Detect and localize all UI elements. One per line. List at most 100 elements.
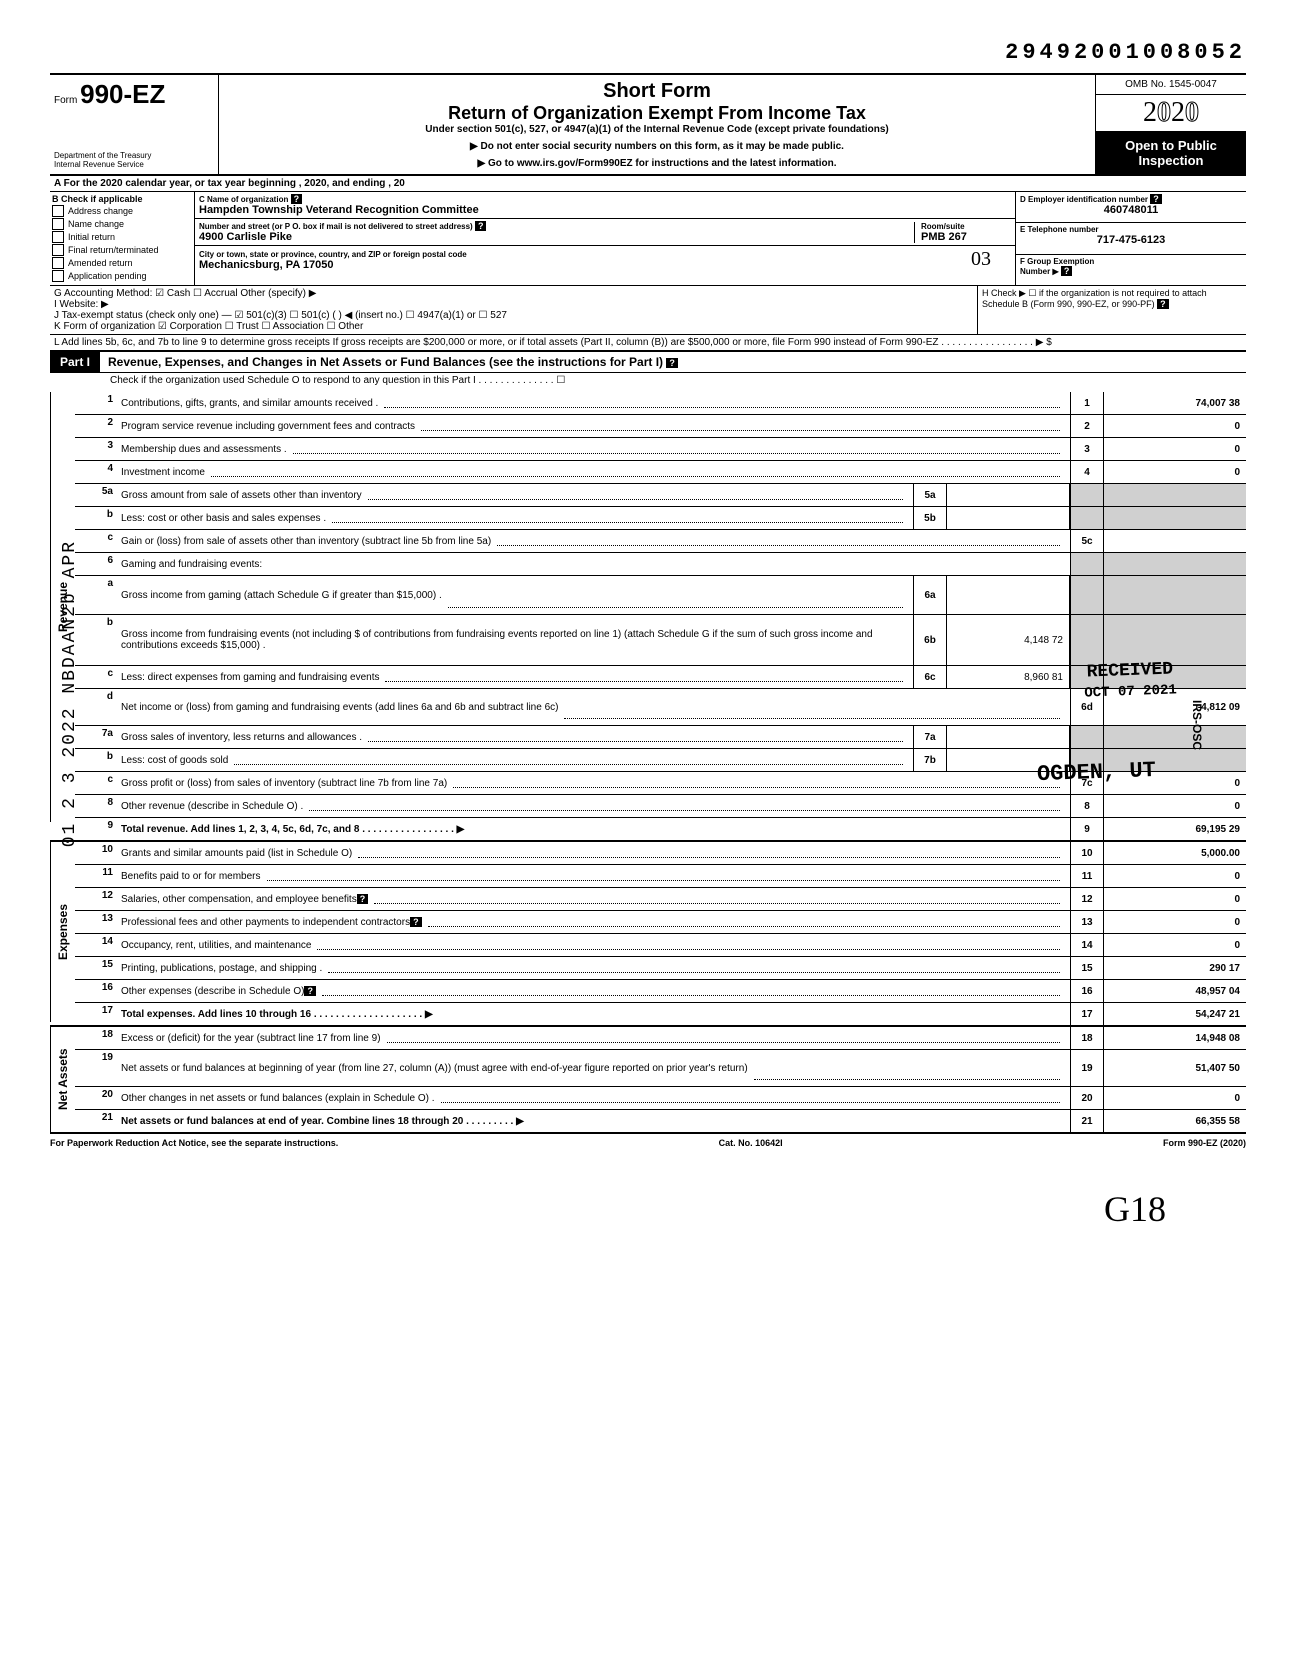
help-icon[interactable]: ? xyxy=(304,986,316,996)
line-sub-box: 6a xyxy=(913,576,947,614)
line-num: c xyxy=(75,772,117,794)
b-item-3: Final return/terminated xyxy=(68,245,159,255)
line-sub-box: 7b xyxy=(913,749,947,771)
part1-title: Revenue, Expenses, and Changes in Net As… xyxy=(108,355,663,369)
line-box: 11 xyxy=(1070,865,1103,887)
help-icon[interactable]: ? xyxy=(475,221,487,231)
line-desc: Less: cost of goods sold xyxy=(117,749,913,771)
help-icon[interactable]: ? xyxy=(357,894,369,904)
line-num: 20 xyxy=(75,1087,117,1109)
line-num: b xyxy=(75,615,117,665)
line-sub-val: 4,148 72 xyxy=(947,615,1070,665)
row-a-calendar-year: A For the 2020 calendar year, or tax yea… xyxy=(50,176,1246,192)
received-stamp: RECEIVED OCT 07 2021 xyxy=(1083,658,1177,703)
j-tax-exempt: J Tax-exempt status (check only one) — ☑… xyxy=(54,310,973,321)
tax-year: 2020 xyxy=(1096,95,1246,132)
checkbox-name-change[interactable] xyxy=(52,218,64,230)
form-header: Form 990-EZ Department of the Treasury I… xyxy=(50,73,1246,176)
ein: 460748011 xyxy=(1020,204,1242,216)
line-box: 19 xyxy=(1070,1050,1103,1086)
line-num: 14 xyxy=(75,934,117,956)
irs-osc-stamp: IRS-OSC xyxy=(1190,700,1204,750)
line-val: 5,000.00 xyxy=(1103,842,1246,864)
line-box: 1 xyxy=(1070,392,1103,414)
city-state-zip: Mechanicsburg, PA 17050 xyxy=(199,259,971,271)
help-icon[interactable]: ? xyxy=(291,194,303,204)
checkbox-final-return[interactable] xyxy=(52,244,64,256)
line-sub-box: 6b xyxy=(913,615,947,665)
ogden-stamp: OGDEN, UT xyxy=(1037,758,1157,787)
line-desc: Salaries, other compensation, and employ… xyxy=(117,888,1070,910)
l-gross-receipts: L Add lines 5b, 6c, and 7b to line 9 to … xyxy=(50,335,1246,352)
line-val: 0 xyxy=(1103,795,1246,817)
form-prefix: Form xyxy=(54,95,77,106)
line-val: 69,195 29 xyxy=(1103,818,1246,840)
line-desc: Total expenses. Add lines 10 through 16 … xyxy=(117,1003,1070,1025)
line-val: 51,407 50 xyxy=(1103,1050,1246,1086)
line-num: 11 xyxy=(75,865,117,887)
line-box: 17 xyxy=(1070,1003,1103,1025)
line-val: 48,957 04 xyxy=(1103,980,1246,1002)
line-val: 0 xyxy=(1103,934,1246,956)
line-val-shaded xyxy=(1103,553,1246,575)
part1-check-line: Check if the organization used Schedule … xyxy=(50,373,1246,392)
line-num: 3 xyxy=(75,438,117,460)
b-item-0: Address change xyxy=(68,206,133,216)
line-val: 0 xyxy=(1103,438,1246,460)
checkbox-application-pending[interactable] xyxy=(52,270,64,282)
line-num: 18 xyxy=(75,1027,117,1049)
line-num: 16 xyxy=(75,980,117,1002)
help-icon[interactable]: ? xyxy=(666,358,678,368)
b-item-2: Initial return xyxy=(68,232,115,242)
help-icon[interactable]: ? xyxy=(1157,299,1169,309)
line-desc: Gross income from gaming (attach Schedul… xyxy=(117,576,913,614)
instruction-1: ▶ Do not enter social security numbers o… xyxy=(227,141,1087,152)
org-name: Hampden Township Veterand Recognition Co… xyxy=(199,204,479,216)
line-desc: Net assets or fund balances at beginning… xyxy=(117,1050,1070,1086)
line-val: 0 xyxy=(1103,415,1246,437)
line-desc: Grants and similar amounts paid (list in… xyxy=(117,842,1070,864)
line-val: 0 xyxy=(1103,888,1246,910)
open-public-2: Inspection xyxy=(1098,153,1244,168)
line-val: 14,948 08 xyxy=(1103,1027,1246,1049)
footer-right: Form 990-EZ (2020) xyxy=(1163,1138,1246,1148)
line-num: 21 xyxy=(75,1110,117,1132)
line-box: 21 xyxy=(1070,1110,1103,1132)
b-item-1: Name change xyxy=(68,219,124,229)
line-num: 7a xyxy=(75,726,117,748)
line-desc: Gaming and fundraising events: xyxy=(117,553,1070,575)
checkbox-amended-return[interactable] xyxy=(52,257,64,269)
line-num: c xyxy=(75,666,117,688)
line-desc: Net income or (loss) from gaming and fun… xyxy=(117,689,1070,725)
line-val: 54,247 21 xyxy=(1103,1003,1246,1025)
line-val: 66,355 58 xyxy=(1103,1110,1246,1132)
tracking-number: 29492001008052 xyxy=(50,40,1246,65)
subtitle: Under section 501(c), 527, or 4947(a)(1)… xyxy=(227,124,1087,135)
room-suite: PMB 267 xyxy=(921,231,1011,243)
dept-irs: Internal Revenue Service xyxy=(54,161,214,170)
line-sub-box: 6c xyxy=(913,666,947,688)
d-ein-label: D Employer identification number xyxy=(1020,195,1148,204)
line-sub-val xyxy=(947,507,1070,529)
line-box: 18 xyxy=(1070,1027,1103,1049)
f-grp-label: F Group Exemption xyxy=(1020,257,1094,266)
checkbox-address-change[interactable] xyxy=(52,205,64,217)
instruction-2: ▶ Go to www.irs.gov/Form990EZ for instru… xyxy=(227,158,1087,169)
line-sub-box: 7a xyxy=(913,726,947,748)
side-label-net-assets: Net Assets xyxy=(50,1027,75,1132)
line-desc: Less: cost or other basis and sales expe… xyxy=(117,507,913,529)
c-city-label: City or town, state or province, country… xyxy=(199,250,971,259)
street-address: 4900 Carlisle Pike xyxy=(199,231,914,243)
line-desc: Other expenses (describe in Schedule O) … xyxy=(117,980,1070,1002)
line-num: 17 xyxy=(75,1003,117,1025)
checkbox-initial-return[interactable] xyxy=(52,231,64,243)
line-box: 12 xyxy=(1070,888,1103,910)
line-desc: Gross amount from sale of assets other t… xyxy=(117,484,913,506)
help-icon[interactable]: ? xyxy=(1150,194,1162,204)
help-icon[interactable]: ? xyxy=(1061,266,1073,276)
line-val: 0 xyxy=(1103,461,1246,483)
line-box: 20 xyxy=(1070,1087,1103,1109)
help-icon[interactable]: ? xyxy=(410,917,422,927)
left-margin-stamp: 01 2 3 2022 NBDAAN2b APR xyxy=(60,540,80,847)
line-num: 6 xyxy=(75,553,117,575)
